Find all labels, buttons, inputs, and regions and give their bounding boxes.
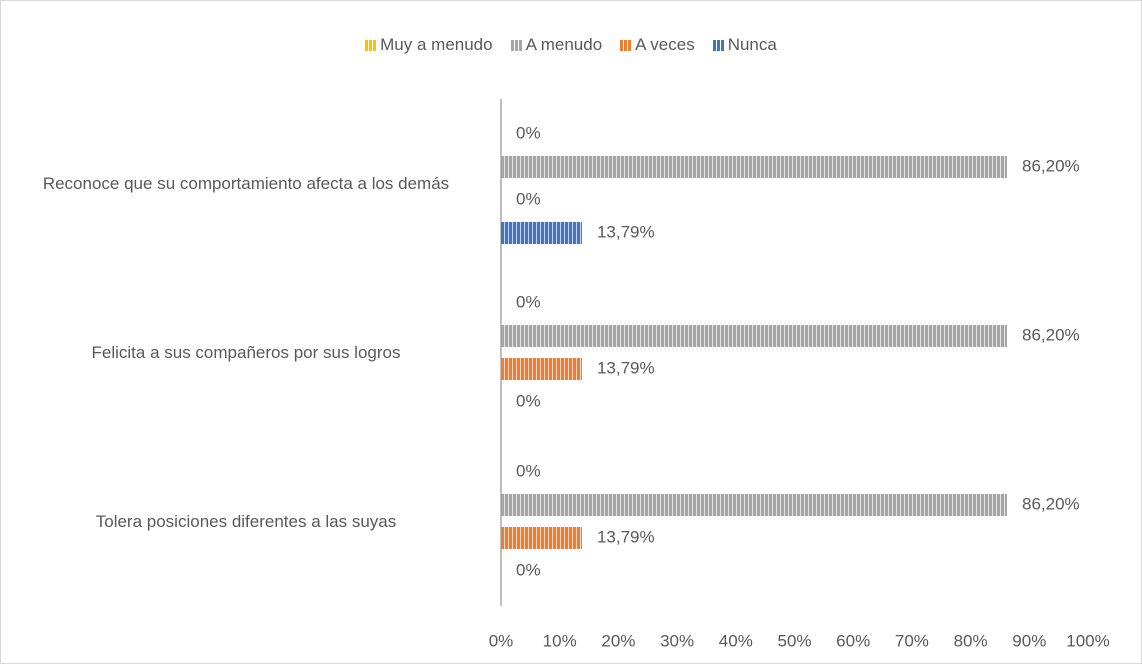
x-tick-label: 0% [489, 631, 514, 650]
bar [501, 156, 1007, 178]
x-tick-label: 40% [719, 631, 753, 650]
legend-swatch [712, 39, 724, 51]
legend-label: Muy a menudo [380, 35, 493, 54]
bar [501, 494, 1007, 516]
legend-label: Nunca [727, 35, 777, 54]
data-label: 0% [516, 461, 541, 480]
data-label: 0% [516, 391, 541, 410]
x-tick-label: 20% [601, 631, 635, 650]
bar [501, 358, 582, 380]
x-tick-label: 80% [954, 631, 988, 650]
data-label: 0% [516, 292, 541, 311]
legend-label: A veces [635, 35, 695, 54]
legend-item: A menudo [510, 35, 603, 55]
x-tick-label: 50% [777, 631, 811, 650]
x-tick-label: 60% [836, 631, 870, 650]
category-label: Reconoce que su comportamiento afecta a … [42, 173, 450, 193]
legend-swatch [510, 39, 522, 51]
category-label: Tolera posiciones diferentes a las suyas [95, 511, 397, 531]
data-label: 13,79% [597, 222, 655, 241]
legend-swatch [620, 39, 632, 51]
data-label: 86,20% [1022, 156, 1080, 175]
x-tick-label: 30% [660, 631, 694, 650]
bar [501, 527, 582, 549]
legend-item: Nunca [712, 35, 777, 55]
data-label: 0% [516, 189, 541, 208]
data-label: 86,20% [1022, 494, 1080, 513]
data-label: 86,20% [1022, 325, 1080, 344]
data-label: 0% [516, 560, 541, 579]
x-tick-label: 70% [895, 631, 929, 650]
legend: Muy a menudo A menudo A veces Nunca [1, 35, 1141, 55]
bar [501, 325, 1007, 347]
data-label: 0% [516, 123, 541, 142]
x-tick-label: 100% [1066, 631, 1109, 650]
data-label: 13,79% [597, 527, 655, 546]
data-label: 13,79% [597, 358, 655, 377]
legend-item: Muy a menudo [365, 35, 493, 55]
bar [501, 222, 582, 244]
legend-swatch [365, 39, 377, 51]
x-tick-label: 10% [543, 631, 577, 650]
legend-item: A veces [620, 35, 695, 55]
category-label: Felicita a sus compañeros por sus logros [91, 342, 401, 362]
x-tick-label: 90% [1012, 631, 1046, 650]
legend-label: A menudo [525, 35, 603, 54]
